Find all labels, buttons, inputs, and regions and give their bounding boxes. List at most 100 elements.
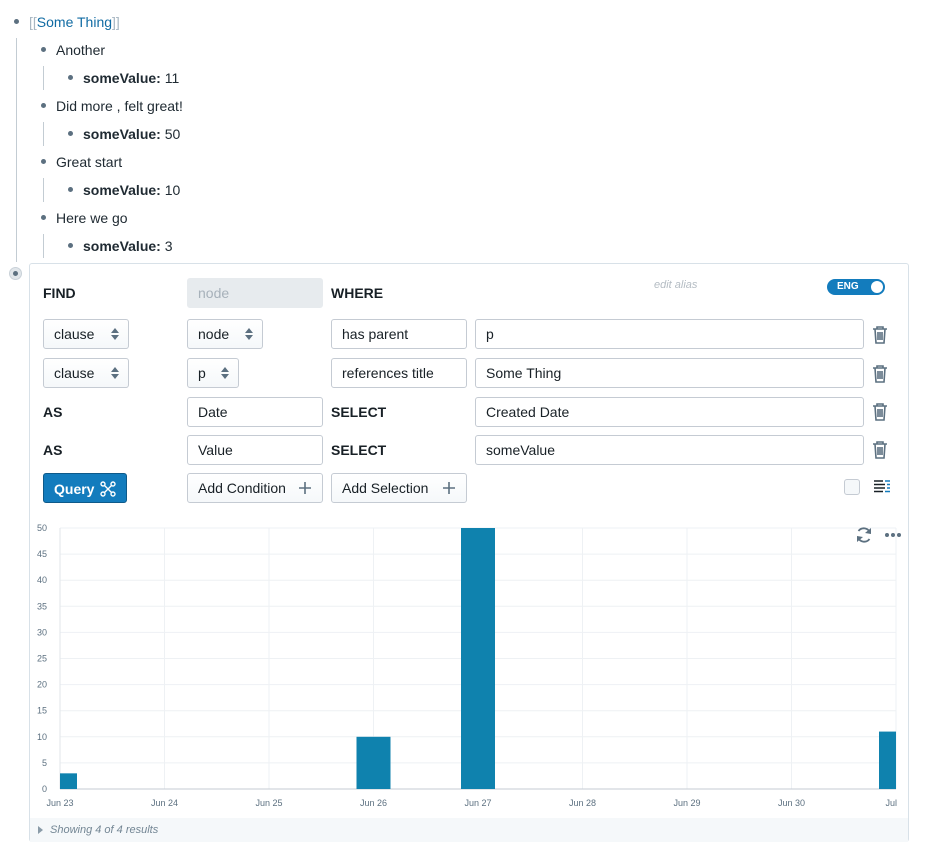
results-bar-chart: 0 5 10 15 20 25 30 35 40 45 50 Jun 23 Jun 24 Jun 25 Ju… [37, 523, 897, 808]
x-tick-label: Jun 27 [464, 798, 491, 808]
find-node-input[interactable]: node [187, 278, 323, 308]
child-bullet[interactable] [41, 47, 46, 52]
as-label: AS [43, 442, 63, 458]
add-condition-button[interactable]: Add Condition [187, 473, 323, 503]
refresh-icon[interactable] [855, 526, 873, 544]
trash-icon[interactable] [872, 441, 888, 459]
attribute-row: someValue: 50 [83, 125, 180, 143]
add-selection-button[interactable]: Add Selection [331, 473, 467, 503]
child-bullet[interactable] [41, 215, 46, 220]
x-tick-label: Jun 30 [778, 798, 805, 808]
child-guide-line [43, 178, 44, 202]
condition-source-value: p [198, 365, 206, 381]
option-checkbox[interactable] [844, 479, 860, 495]
attribute-value: 50 [164, 126, 181, 142]
x-tick-label: Jun 25 [255, 798, 282, 808]
attribute-row: someValue: 11 [83, 69, 179, 87]
layout-view-icon[interactable] [873, 479, 891, 495]
condition-relation-input[interactable]: references title [331, 358, 467, 388]
add-condition-label: Add Condition [198, 480, 286, 496]
select-label: SELECT [331, 404, 387, 420]
double-caret-icon [111, 328, 119, 340]
child-guide-line [43, 66, 44, 90]
condition-type-value: clause [54, 365, 95, 381]
bar [60, 773, 77, 789]
y-tick-label: 35 [37, 601, 47, 611]
x-tick-label: Jun 29 [673, 798, 700, 808]
bar [356, 736, 391, 789]
attribute-key[interactable]: someValue: [83, 70, 161, 86]
add-selection-label: Add Selection [342, 480, 429, 496]
child-guide-line [43, 234, 44, 258]
x-tick-label: Jun 26 [360, 798, 387, 808]
more-options-icon[interactable] [884, 532, 902, 538]
y-tick-label: 40 [37, 575, 47, 585]
root-bullet[interactable] [14, 19, 19, 24]
attribute-key[interactable]: someValue: [83, 182, 161, 198]
attribute-bullet[interactable] [68, 131, 73, 136]
double-caret-icon [111, 367, 119, 379]
attribute-bullet[interactable] [68, 243, 73, 248]
y-tick-label: 10 [37, 732, 47, 742]
selection-value-input[interactable]: someValue [475, 435, 864, 465]
condition-target-input[interactable]: Some Thing [475, 358, 864, 388]
condition-type-select[interactable]: clause [43, 358, 129, 388]
results-footer[interactable]: Showing 4 of 4 results [30, 818, 908, 842]
x-tick-label: Jul [885, 798, 897, 808]
trash-icon[interactable] [872, 326, 888, 344]
attribute-value: 11 [164, 70, 180, 86]
trash-icon[interactable] [872, 365, 888, 383]
selection-value-input[interactable]: Created Date [475, 397, 864, 427]
graph-nodes-icon [100, 481, 116, 497]
selection-alias-input[interactable]: Date [187, 397, 323, 427]
edit-alias-link[interactable]: edit alias [654, 279, 698, 291]
attribute-bullet[interactable] [68, 187, 73, 192]
y-tick-label: 20 [37, 680, 47, 690]
page-link-some-thing[interactable]: Some Thing [36, 14, 113, 30]
children-guide-line [16, 38, 17, 262]
plus-icon [299, 482, 311, 494]
condition-relation-input[interactable]: has parent [331, 319, 467, 349]
query-block-bullet[interactable] [9, 267, 22, 280]
caret-right-icon [38, 826, 43, 834]
child-bullet[interactable] [41, 159, 46, 164]
condition-target-input[interactable]: p [475, 319, 864, 349]
bar [461, 528, 495, 789]
child-block-text: Here we go [56, 210, 128, 226]
attribute-bullet[interactable] [68, 75, 73, 80]
y-tick-label: 45 [37, 549, 47, 559]
bracket-open: [[ [29, 14, 37, 30]
child-block-text: Did more , felt great! [56, 98, 183, 114]
find-label: FIND [43, 285, 76, 301]
condition-source-value: node [198, 326, 230, 342]
double-caret-icon [245, 328, 253, 340]
y-tick-label: 30 [37, 627, 47, 637]
query-button[interactable]: Query [43, 473, 127, 503]
y-tick-label: 0 [42, 784, 47, 794]
y-tick-label: 15 [37, 706, 47, 716]
attribute-key[interactable]: someValue: [83, 238, 161, 254]
y-tick-label: 25 [37, 654, 47, 664]
child-bullet[interactable] [41, 103, 46, 108]
where-label: WHERE [331, 285, 384, 301]
bar [879, 731, 896, 789]
as-label: AS [43, 404, 63, 420]
plus-icon [443, 482, 455, 494]
condition-source-select[interactable]: node [187, 319, 263, 349]
eng-toggle[interactable]: ENG [827, 279, 885, 295]
attribute-value: 3 [164, 238, 173, 254]
trash-icon[interactable] [872, 403, 888, 421]
query-button-label: Query [54, 481, 95, 497]
attribute-value: 10 [164, 182, 181, 198]
x-tick-label: Jun 24 [151, 798, 178, 808]
y-tick-label: 5 [42, 758, 47, 768]
attribute-key[interactable]: someValue: [83, 126, 161, 142]
condition-type-select[interactable]: clause [43, 319, 129, 349]
x-tick-label: Jun 23 [46, 798, 73, 808]
toggle-knob [871, 281, 883, 293]
selection-alias-input[interactable]: Value [187, 435, 323, 465]
query-builder-panel: FIND node WHERE edit alias ENG clause no… [29, 263, 909, 842]
condition-source-select[interactable]: p [187, 358, 239, 388]
root-block-text: [[Some Thing]] [29, 13, 120, 31]
condition-type-value: clause [54, 326, 95, 342]
